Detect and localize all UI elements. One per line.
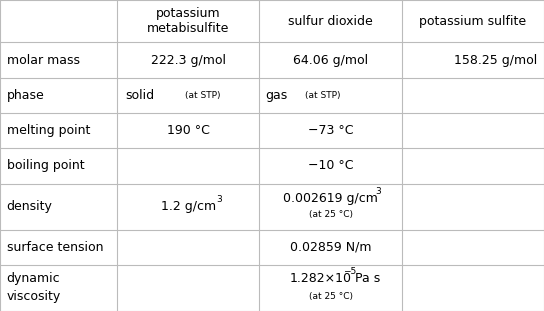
Text: sulfur dioxide: sulfur dioxide [288, 15, 373, 28]
Text: 190 °C: 190 °C [167, 124, 209, 137]
Text: dynamic: dynamic [7, 272, 60, 285]
Text: 0.002619 g/cm: 0.002619 g/cm [283, 192, 378, 205]
Text: viscosity: viscosity [7, 290, 61, 303]
Text: 158.25 g/mol: 158.25 g/mol [454, 53, 537, 67]
Text: (at 25 °C): (at 25 °C) [309, 211, 353, 219]
Text: 0.02859 N/m: 0.02859 N/m [290, 241, 372, 254]
Text: −5: −5 [343, 267, 356, 276]
Text: 1.282×10: 1.282×10 [290, 272, 352, 285]
Text: 64.06 g/mol: 64.06 g/mol [293, 53, 368, 67]
Text: molar mass: molar mass [7, 53, 79, 67]
Text: surface tension: surface tension [7, 241, 103, 254]
Text: density: density [7, 200, 52, 213]
Text: 1.2 g/cm: 1.2 g/cm [160, 200, 216, 213]
Text: melting point: melting point [7, 124, 90, 137]
Text: 3: 3 [217, 195, 222, 204]
Text: gas: gas [265, 89, 287, 102]
Text: potassium sulfite: potassium sulfite [419, 15, 527, 28]
Text: (at STP): (at STP) [305, 91, 341, 100]
Text: (at STP): (at STP) [185, 91, 220, 100]
Text: potassium
metabisulfite: potassium metabisulfite [147, 7, 230, 35]
Text: 3: 3 [375, 187, 381, 196]
Text: −73 °C: −73 °C [308, 124, 354, 137]
Text: boiling point: boiling point [7, 160, 84, 172]
Text: −10 °C: −10 °C [308, 160, 354, 172]
Text: phase: phase [7, 89, 44, 102]
Text: solid: solid [125, 89, 154, 102]
Text: Pa s: Pa s [351, 272, 380, 285]
Text: (at 25 °C): (at 25 °C) [309, 292, 353, 301]
Text: 222.3 g/mol: 222.3 g/mol [151, 53, 226, 67]
